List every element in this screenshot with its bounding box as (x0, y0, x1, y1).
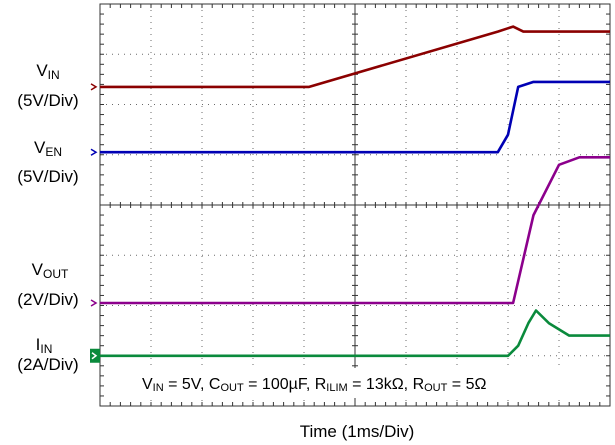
cond-rilim-val: = 13kΩ, R (348, 376, 424, 393)
scope-grid (99, 3, 611, 407)
channel-label-vin: VIN (5V/Div) (17, 61, 78, 110)
annotation-background (138, 368, 606, 398)
trace-iin (100, 309, 610, 358)
marker-vout (90, 299, 98, 307)
cond-cout-val: = 100µF, R (244, 376, 327, 393)
trace-ven (100, 80, 610, 154)
vin-label-sub: IN (48, 68, 60, 82)
grid-border (99, 3, 611, 407)
iin-label-main: I (36, 335, 41, 354)
cond-rilim-sub: ILIM (326, 382, 347, 394)
iin-scale: (2A/Div) (17, 355, 78, 374)
channel-label-iin: IIN (2A/Div) (17, 335, 78, 374)
ven-scale: (5V/Div) (17, 167, 78, 186)
ven-label-main: V (34, 138, 46, 157)
cond-cout-sub: OUT (220, 382, 244, 394)
cond-vin-main: V (142, 376, 153, 393)
x-axis-label: Time (1ms/Div) (300, 422, 415, 441)
cond-vin-sub: IN (153, 382, 164, 394)
svg-text:VOUT: VOUT (32, 260, 69, 281)
marker-ven (90, 148, 98, 156)
svg-text:VIN: VIN (36, 61, 59, 82)
svg-text:IIN: IIN (36, 335, 53, 356)
marker-vin (90, 83, 98, 91)
vout-scale: (2V/Div) (17, 290, 78, 309)
cond-rout-sub: OUT (424, 382, 448, 394)
cond-rout-val: = 5Ω (447, 376, 486, 393)
channel-markers (90, 83, 100, 363)
channel-label-ven: VEN (5V/Div) (17, 138, 78, 186)
conditions-annotation: VIN = 5V, COUT = 100µF, RILIM = 13kΩ, RO… (142, 376, 486, 394)
ven-label-sub: EN (45, 145, 62, 159)
channel-label-vout: VOUT (2V/Div) (17, 260, 78, 309)
vin-label-main: V (36, 61, 48, 80)
scope-traces (100, 25, 610, 358)
vout-label-sub: OUT (43, 267, 69, 281)
marker-chevron-icon (91, 352, 98, 360)
trace-vin (100, 25, 610, 89)
svg-text:VEN: VEN (34, 138, 62, 159)
vin-scale: (5V/Div) (17, 91, 78, 110)
vout-label-main: V (32, 260, 44, 279)
iin-label-sub: IN (40, 342, 52, 356)
trace-vout (100, 156, 610, 305)
cond-vin-val: = 5V, C (164, 376, 221, 393)
